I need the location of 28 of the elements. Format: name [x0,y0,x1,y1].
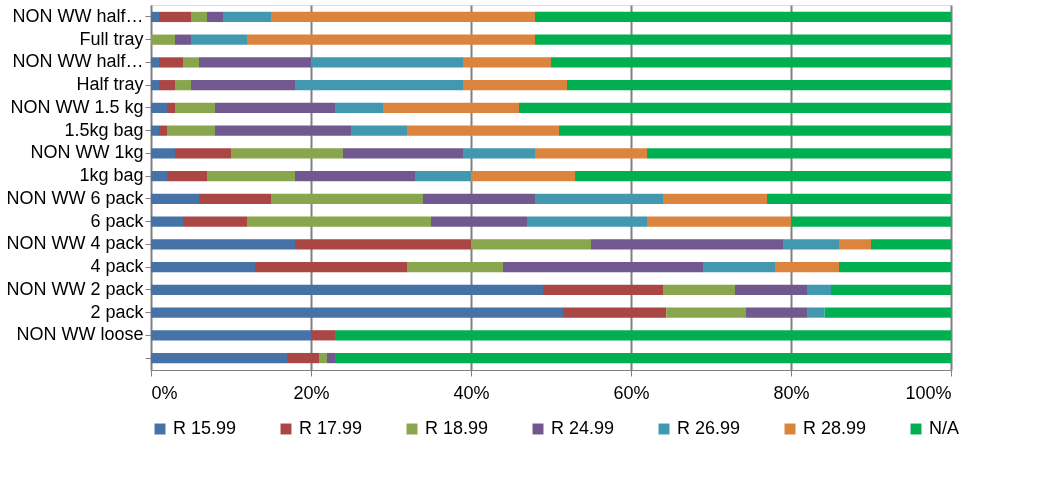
x-tick-label: 60% [613,382,650,403]
x-tick-label: 80% [773,382,810,403]
y-tick-label: 6 pack [90,210,145,231]
y-tick-label: NON WW half… [12,5,144,26]
y-tick-label: Half tray [76,74,144,95]
y-tick-label: 1.5kg bag [64,119,144,140]
y-tick-label: Full tray [79,28,144,49]
y-tick-label: 2 pack [90,301,145,322]
y-tick-label: 4 pack [90,256,145,277]
y-tick-label: NON WW half… [12,51,144,72]
x-tick-label: 20% [293,382,330,403]
x-tick-label: 100% [905,382,952,403]
x-tick-label: 40% [453,382,490,403]
y-tick-label: NON WW 1kg [30,142,144,163]
y-tick-label: NON WW 1.5 kg [10,96,144,117]
y-tick-label: NON WW 2 pack [6,278,145,299]
y-tick-label: 1kg bag [79,165,144,186]
legend-label: R 17.99 [299,418,363,438]
legend-label: R 26.99 [677,418,741,438]
legend-label: R 18.99 [425,418,489,438]
legend-label: R 24.99 [551,418,615,438]
legend-label: N/A [929,418,960,438]
y-tick-label: NON WW 6 pack [6,187,145,208]
x-tick-label: 0% [151,382,178,403]
y-tick-label: NON WW 4 pack [6,233,145,254]
legend-label: R 15.99 [173,418,237,438]
legend-label: R 28.99 [803,418,867,438]
y-tick-label: NON WW loose [16,324,144,345]
